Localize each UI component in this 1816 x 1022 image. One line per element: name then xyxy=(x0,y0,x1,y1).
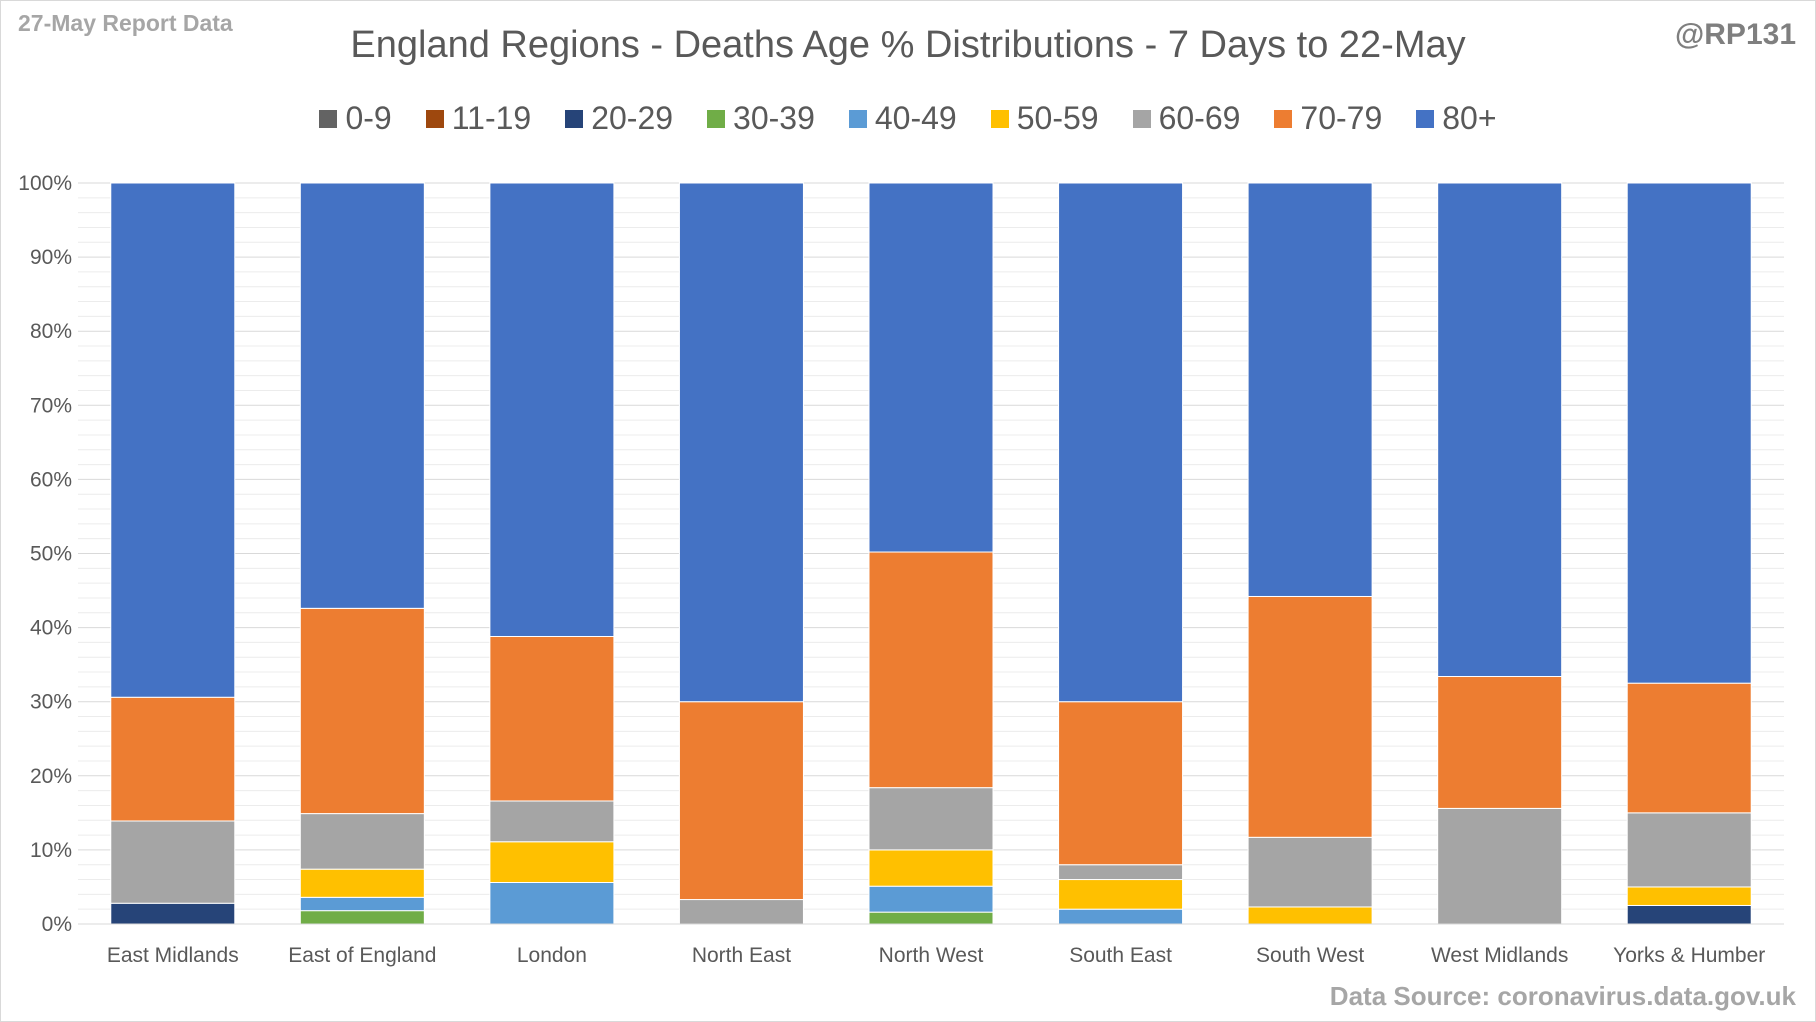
author-handle: @RP131 xyxy=(1675,18,1796,51)
x-category-label: East Midlands xyxy=(107,944,239,967)
bar-segment-80+ xyxy=(1058,182,1184,703)
bar-segment-80+ xyxy=(1626,182,1752,684)
y-tick-label: 10% xyxy=(30,839,72,862)
bar-segment-60-69 xyxy=(1626,812,1752,888)
bar-segment-50-59 xyxy=(489,841,615,884)
legend-label: 0-9 xyxy=(345,100,392,136)
x-category-label: West Midlands xyxy=(1431,944,1568,967)
bar-segment-50-59 xyxy=(299,868,425,898)
bar-segment-80+ xyxy=(868,182,994,553)
legend-item: 11-19 xyxy=(425,100,532,137)
report-date-label: 27-May Report Data xyxy=(18,10,233,36)
bar-segment-50-59 xyxy=(1626,886,1752,906)
bar-segment-60-69 xyxy=(1247,836,1373,908)
legend-item: 60-69 xyxy=(1132,100,1241,137)
x-category-label: Yorks & Humber xyxy=(1613,944,1765,967)
bar-segment-80+ xyxy=(299,182,425,609)
legend-label: 20-29 xyxy=(591,100,674,136)
bar-segment-40-49 xyxy=(489,882,615,925)
legend-item: 40-49 xyxy=(848,100,957,137)
legend-label: 60-69 xyxy=(1158,100,1241,136)
bar-segment-80+ xyxy=(678,182,804,703)
y-tick-label: 60% xyxy=(30,468,72,491)
bar-segment-70-79 xyxy=(1437,676,1563,809)
bar-segment-80+ xyxy=(110,182,236,698)
y-tick-label: 90% xyxy=(30,246,72,269)
y-tick-label: 50% xyxy=(30,543,72,566)
bar-segment-70-79 xyxy=(1626,682,1752,814)
legend-item: 80+ xyxy=(1416,100,1497,137)
legend-swatch xyxy=(990,109,1009,128)
legend-swatch xyxy=(1274,109,1293,128)
y-tick-label: 20% xyxy=(30,765,72,788)
bar-segment-20-29 xyxy=(1626,904,1752,925)
bar-segment-70-79 xyxy=(110,696,236,822)
x-category-label: London xyxy=(517,944,587,967)
bar-segment-30-39 xyxy=(299,910,425,925)
bar-segment-60-69 xyxy=(678,899,804,925)
bar-segment-40-49 xyxy=(1058,908,1184,925)
legend-item: 70-79 xyxy=(1274,100,1382,137)
y-tick-label: 80% xyxy=(30,320,72,343)
bar-segment-70-79 xyxy=(678,701,804,901)
x-category-label: South West xyxy=(1256,944,1364,967)
bar-segment-60-69 xyxy=(110,820,236,904)
legend-swatch xyxy=(319,109,338,128)
bar-segment-60-69 xyxy=(1058,864,1184,881)
y-tick-label: 0% xyxy=(42,913,72,936)
legend-swatch xyxy=(425,109,444,128)
bar-segment-70-79 xyxy=(299,607,425,815)
legend-swatch xyxy=(848,109,867,128)
bar-segment-50-59 xyxy=(1058,879,1184,910)
bar-segment-80+ xyxy=(1247,182,1373,597)
y-tick-label: 30% xyxy=(30,691,72,714)
chart-legend: 0-9 11-19 20-29 30-39 40-49 50-59 60-69 70-79 80… xyxy=(0,100,1816,137)
x-category-label: North West xyxy=(879,944,984,967)
bar-segment-40-49 xyxy=(868,885,994,913)
bar-segment-70-79 xyxy=(489,635,615,802)
y-tick-label: 100% xyxy=(18,172,72,195)
legend-swatch xyxy=(1416,109,1435,128)
bar-segment-80+ xyxy=(1437,182,1563,678)
legend-label: 30-39 xyxy=(733,100,815,136)
legend-item: 30-39 xyxy=(707,100,815,137)
bar-segment-80+ xyxy=(489,182,615,637)
chart-title: England Regions - Deaths Age % Distribut… xyxy=(350,24,1466,66)
bar-segment-60-69 xyxy=(1437,807,1563,925)
legend-label: 80+ xyxy=(1442,100,1497,136)
bar-segment-60-69 xyxy=(489,800,615,843)
data-source-note: Data Source: coronavirus.data.gov.uk xyxy=(1329,981,1796,1011)
legend-item: 0-9 xyxy=(319,100,392,137)
legend-swatch xyxy=(565,109,584,128)
legend-swatch xyxy=(1132,109,1151,128)
bar-segment-40-49 xyxy=(299,896,425,912)
y-tick-label: 40% xyxy=(30,617,72,640)
legend-item: 20-29 xyxy=(565,100,673,137)
bar-segment-30-39 xyxy=(868,911,994,925)
bar-segment-50-59 xyxy=(1247,906,1373,925)
y-tick-label: 70% xyxy=(30,394,72,417)
legend-swatch xyxy=(707,109,726,128)
x-category-label: North East xyxy=(692,944,791,967)
legend-label: 11-19 xyxy=(451,100,532,136)
legend-label: 40-49 xyxy=(874,100,957,136)
bar-segment-60-69 xyxy=(299,813,425,870)
bar-segment-70-79 xyxy=(1058,701,1184,866)
x-category-label: South East xyxy=(1069,944,1172,967)
legend-label: 50-59 xyxy=(1016,100,1099,136)
legend-item: 50-59 xyxy=(990,100,1099,137)
bar-segment-70-79 xyxy=(1247,595,1373,838)
bar-segment-70-79 xyxy=(868,551,994,789)
bar-segment-20-29 xyxy=(110,902,236,925)
legend-label: 70-79 xyxy=(1300,100,1383,136)
x-category-label: East of England xyxy=(288,944,436,967)
bar-segment-50-59 xyxy=(868,849,994,887)
bar-segment-60-69 xyxy=(868,787,994,851)
